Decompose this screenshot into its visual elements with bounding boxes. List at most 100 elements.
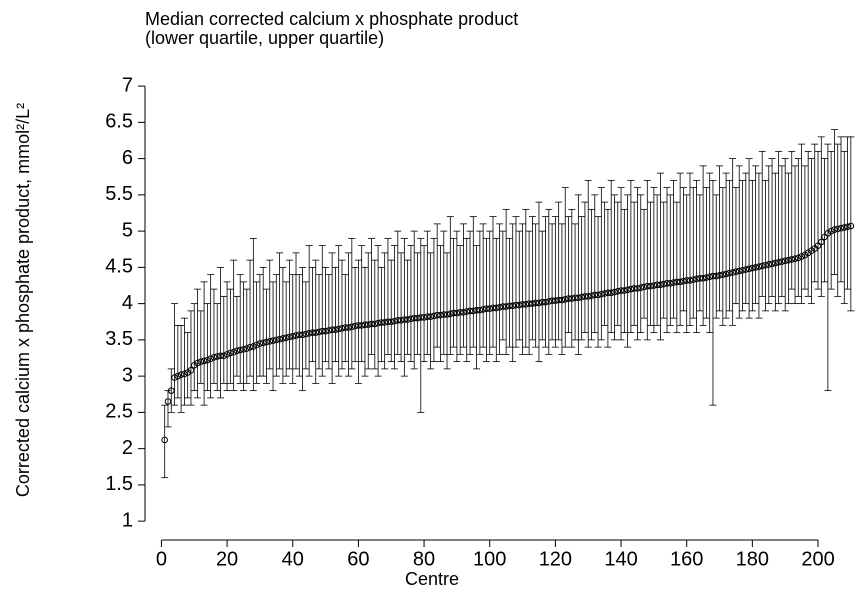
median-point [437, 311, 444, 319]
median-point [348, 323, 356, 331]
median-point [735, 267, 743, 275]
median-point [630, 285, 638, 292]
median-point [470, 307, 477, 315]
median-point [486, 305, 494, 313]
median-point [758, 262, 766, 270]
median-point [844, 223, 851, 231]
median-point [772, 259, 779, 267]
x-tick-label: 80 [413, 548, 435, 570]
x-tick-label: 140 [604, 548, 637, 570]
median-point [332, 326, 339, 334]
median-point [207, 355, 214, 363]
median-point [299, 331, 306, 339]
median-point [519, 301, 526, 308]
median-point [745, 265, 753, 273]
median-point [407, 315, 415, 323]
median-point [233, 347, 241, 355]
median-point [171, 374, 178, 381]
median-point [568, 295, 576, 302]
median-point [653, 281, 661, 289]
median-point [607, 289, 615, 297]
median-point [611, 288, 618, 296]
median-point [824, 229, 832, 237]
median-point [755, 263, 763, 270]
median-point [236, 346, 244, 354]
y-tick-label: 3.5 [105, 328, 133, 350]
y-tick-label: 2.5 [105, 401, 133, 423]
median-point [167, 387, 175, 394]
median-point [328, 326, 336, 334]
median-point [184, 369, 191, 376]
median-point [814, 242, 822, 249]
median-point [765, 261, 773, 268]
median-point [187, 367, 195, 374]
median-point [578, 293, 585, 301]
median-point [200, 357, 208, 365]
median-point [739, 266, 746, 274]
median-point [637, 284, 645, 291]
median-point [565, 295, 572, 302]
chart-title: Median corrected calcium x phosphate pro… [145, 9, 518, 29]
median-point [657, 281, 664, 289]
median-point [808, 247, 815, 254]
x-tick-label: 40 [282, 548, 304, 570]
median-point [703, 274, 710, 281]
median-point [558, 296, 566, 304]
median-point [729, 269, 736, 276]
median-point [840, 224, 848, 231]
y-tick-label: 4.5 [105, 256, 133, 278]
median-point [351, 322, 359, 330]
median-point [315, 328, 323, 336]
median-point [781, 257, 789, 265]
median-point [512, 301, 520, 309]
median-point [821, 233, 828, 241]
median-point [640, 283, 648, 291]
y-tick-label: 6.5 [105, 111, 133, 133]
y-tick-label: 2 [122, 437, 133, 459]
median-point [341, 324, 349, 331]
median-point [696, 274, 704, 282]
median-point [552, 297, 559, 305]
x-tick-label: 160 [670, 548, 703, 570]
median-point [614, 287, 622, 295]
x-axis-label: Centre [405, 569, 459, 589]
median-point [742, 266, 750, 273]
median-point [190, 361, 198, 369]
median-point [256, 340, 264, 347]
median-point [801, 251, 809, 259]
median-point [424, 313, 431, 320]
median-point [217, 352, 224, 360]
median-point [525, 300, 533, 307]
median-point [575, 294, 582, 302]
median-point [384, 318, 392, 326]
median-point [220, 352, 228, 360]
median-point [309, 329, 316, 336]
median-point [194, 359, 201, 367]
median-point [450, 309, 457, 317]
median-point [548, 297, 556, 305]
median-point [282, 334, 290, 342]
median-point [197, 358, 205, 365]
median-point [538, 298, 546, 306]
median-point [213, 353, 221, 360]
median-point [594, 291, 602, 299]
median-point [670, 279, 677, 286]
median-point [433, 311, 441, 319]
median-point [289, 332, 297, 340]
median-point [598, 290, 605, 298]
median-point [361, 321, 369, 328]
median-point [571, 294, 579, 302]
median-point [417, 314, 425, 321]
median-point [302, 330, 310, 338]
y-tick-label: 5 [122, 219, 133, 241]
median-point [181, 370, 188, 378]
median-point [673, 278, 681, 286]
median-point [666, 280, 674, 287]
median-point [732, 268, 740, 276]
x-tick-label: 100 [473, 548, 506, 570]
median-point [177, 371, 185, 378]
median-point [397, 317, 405, 324]
median-point [752, 264, 759, 271]
median-point [509, 302, 517, 310]
median-point [778, 258, 786, 265]
